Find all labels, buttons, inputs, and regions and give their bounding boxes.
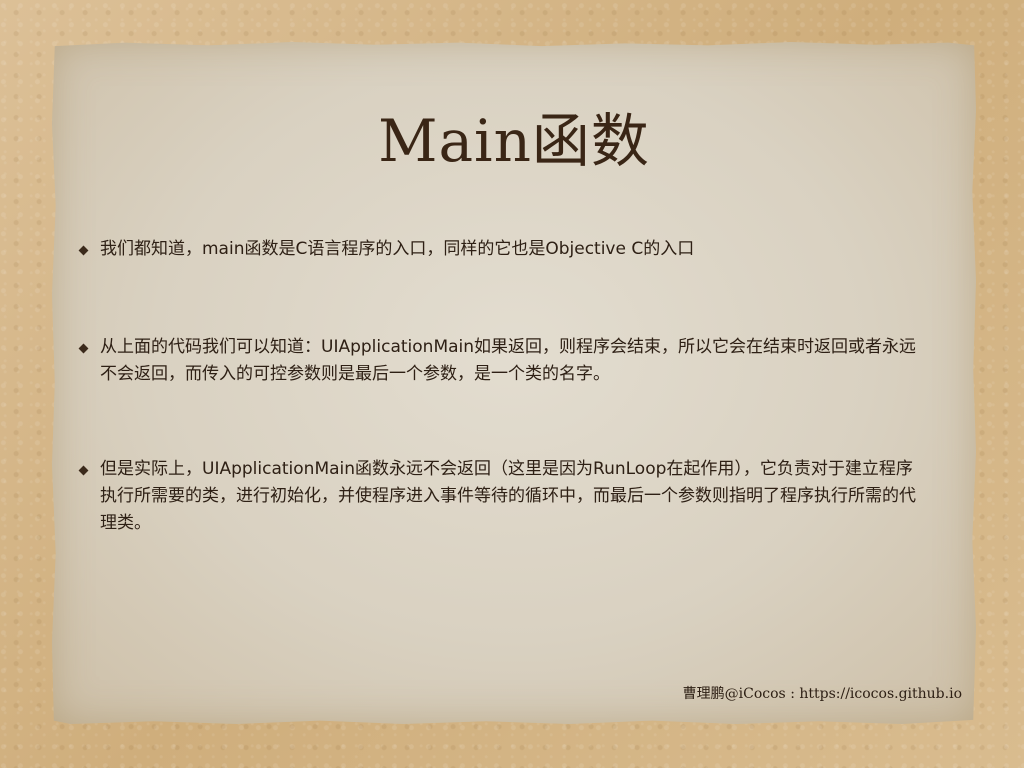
- bullet-diamond-icon: [78, 465, 89, 476]
- bullet-text: 但是实际上，UIApplicationMain函数永远不会返回（这里是因为Run…: [100, 459, 916, 533]
- bullet-text: 我们都知道，main函数是C语言程序的入口，同样的它也是Objective C的…: [100, 239, 695, 259]
- bullet-item: 我们都知道，main函数是C语言程序的入口，同样的它也是Objective C的…: [78, 236, 920, 263]
- footer-credit: 曹理鹏@iCocos : https://icocos.github.io: [682, 686, 962, 702]
- bullet-diamond-icon: [78, 245, 89, 256]
- slide-title: Main函数: [378, 107, 650, 175]
- bullet-diamond-icon: [78, 343, 89, 354]
- bullet-item: 从上面的代码我们可以知道：UIApplicationMain如果返回，则程序会结…: [78, 334, 920, 388]
- slide-paper: Main函数 我们都知道，main函数是C语言程序的入口，同样的它也是Objec…: [52, 42, 976, 724]
- bullet-text: 从上面的代码我们可以知道：UIApplicationMain如果返回，则程序会结…: [100, 337, 917, 384]
- bullet-item: 但是实际上，UIApplicationMain函数永远不会返回（这里是因为Run…: [78, 456, 920, 537]
